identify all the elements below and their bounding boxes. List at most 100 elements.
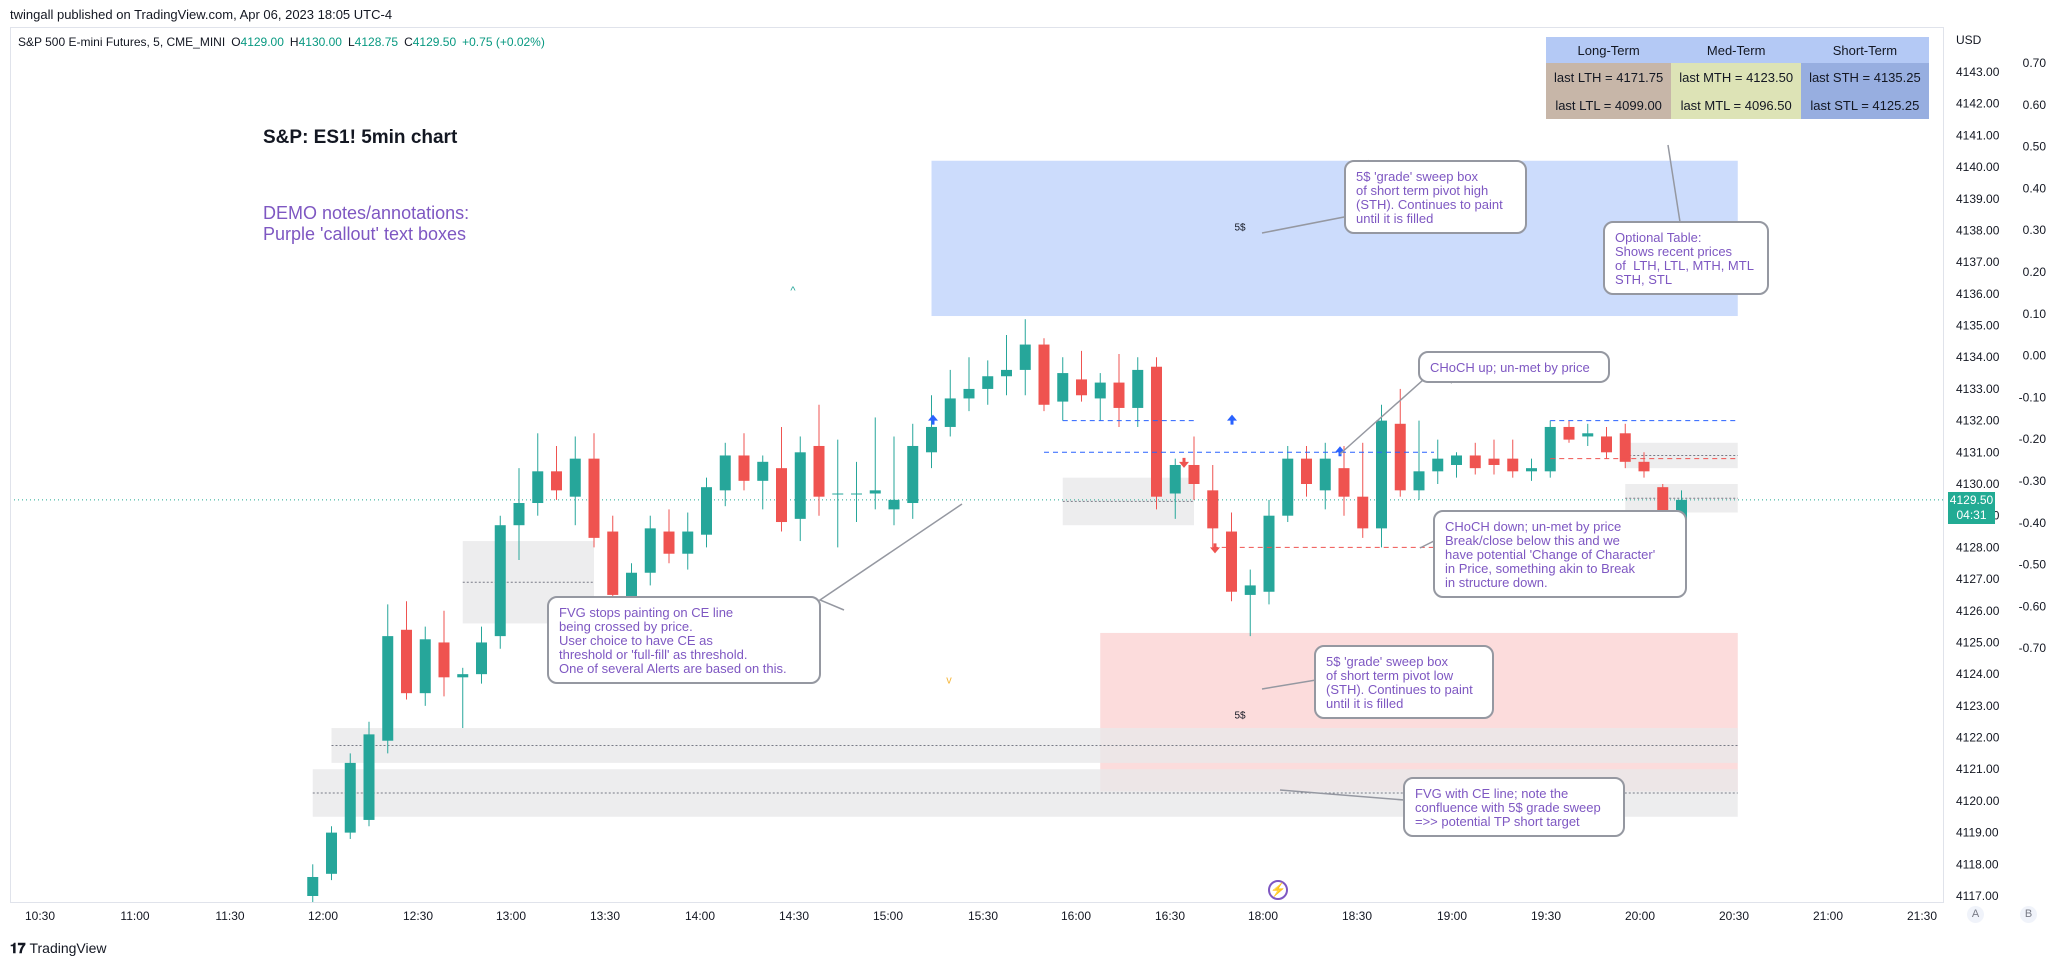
change-value: +0.75 (+0.02%) <box>462 35 545 49</box>
pivot-high-marker: ^ <box>790 285 796 297</box>
candle-body <box>888 499 900 510</box>
sweep-low-label: 5$ <box>1234 711 1246 722</box>
callout-fvg-ce[interactable]: FVG stops painting on CE line being cros… <box>547 596 821 684</box>
cell-ltl: last LTL = 4099.00 <box>1546 91 1672 119</box>
callout-sth-sweep[interactable]: 5$ 'grade' sweep box of short term pivot… <box>1344 160 1527 234</box>
cell-mtl: last MTL = 4096.50 <box>1671 91 1802 119</box>
candle-body <box>1488 458 1500 465</box>
open-value: 4129.00 <box>240 35 284 49</box>
candle-body <box>1601 436 1612 453</box>
choch-up-arrow <box>928 414 938 425</box>
candle-body <box>1019 344 1031 370</box>
candle-body <box>438 642 450 678</box>
candle-body <box>1113 382 1125 408</box>
secondary-tick-label: 0.30 <box>2023 223 2047 237</box>
callout-choch-up[interactable]: CHoCH up; un-met by price <box>1418 351 1610 383</box>
candle-body <box>738 455 750 481</box>
candle-body <box>1076 379 1087 396</box>
candle-body <box>326 832 337 874</box>
tradingview-logo[interactable]: 𝟏𝟕 TradingView <box>10 940 107 957</box>
candle-body <box>757 461 769 481</box>
price-tick-label: 4125.00 <box>1956 635 2000 649</box>
price-tick-label: 4135.00 <box>1956 319 2000 333</box>
secondary-tick-label: 0.60 <box>2023 98 2047 112</box>
callout-fvg-confluence[interactable]: FVG with CE line; note the confluence wi… <box>1403 777 1625 837</box>
candle-body <box>1301 458 1312 484</box>
pivot-table-row-highs: last LTH = 4171.75 last MTH = 4123.50 la… <box>1546 63 1929 91</box>
candle-body <box>926 426 937 453</box>
sweep-high-label: 5$ <box>1234 222 1246 233</box>
candle-body <box>382 636 394 741</box>
price-tick-label: 4127.00 <box>1956 572 2000 586</box>
candle-body <box>588 458 600 538</box>
candle-body <box>963 388 975 399</box>
callout-choch-down[interactable]: CHoCH down; un-met by price Break/close … <box>1433 510 1687 598</box>
candle-body <box>1282 458 1294 516</box>
candle-body <box>1319 458 1331 491</box>
candle-body <box>401 629 412 694</box>
open-label: O <box>231 35 241 49</box>
candle-body <box>1357 496 1369 529</box>
high-label: H <box>289 35 299 49</box>
low-value: 4128.75 <box>354 35 399 49</box>
pivot-low-marker: v <box>946 675 952 687</box>
time-tick-label: 19:00 <box>1437 909 1467 923</box>
price-tick-label: 4132.00 <box>1956 414 2000 428</box>
candle-body <box>1338 468 1350 497</box>
candle-body <box>344 762 356 833</box>
close-value: 4129.50 <box>412 35 457 49</box>
time-tick-label: 10:30 <box>25 909 55 923</box>
price-tick-label: 4124.00 <box>1956 667 2000 681</box>
price-tick-label: 4131.00 <box>1956 445 2000 459</box>
candle-body <box>532 471 544 504</box>
candle-body <box>1526 468 1537 472</box>
candle-body <box>419 639 431 694</box>
secondary-tick-label: -0.40 <box>2019 516 2047 530</box>
price-tick-label: 4141.00 <box>1956 128 2000 142</box>
header-short-term: Short-Term <box>1801 37 1929 63</box>
callout-stl-sweep[interactable]: 5$ 'grade' sweep box of short term pivot… <box>1314 645 1494 719</box>
candle-body <box>851 493 862 495</box>
price-tick-label: 4134.00 <box>1956 350 2000 364</box>
candle-body <box>1507 458 1519 472</box>
auto-scale-button[interactable]: A <box>1967 906 1984 923</box>
candle-body <box>682 531 694 554</box>
time-tick-label: 12:00 <box>308 909 338 923</box>
cell-lth: last LTH = 4171.75 <box>1546 63 1672 91</box>
log-scale-button[interactable]: B <box>2020 906 2037 923</box>
secondary-tick-label: -0.60 <box>2019 599 2047 613</box>
secondary-tick-label: -0.10 <box>2019 390 2047 404</box>
time-tick-label: 11:30 <box>215 909 244 923</box>
candle-body <box>1544 426 1556 472</box>
high-value: 4130.00 <box>298 35 342 49</box>
candle-body <box>1451 455 1462 465</box>
cell-sth: last STH = 4135.25 <box>1801 63 1929 91</box>
pivot-table: Long-Term Med-Term Short-Term last LTH =… <box>1546 37 1929 119</box>
price-tick-label: 4130.00 <box>1956 477 2000 491</box>
price-tick-label: 4123.00 <box>1956 699 2000 713</box>
symbol-legend[interactable]: S&P 500 E-mini Futures, 5, CME_MINI O4129… <box>18 35 545 49</box>
candle-body <box>1657 487 1669 519</box>
candle-body <box>551 471 562 491</box>
candle-body <box>607 531 619 595</box>
secondary-tick-label: -0.20 <box>2019 432 2047 446</box>
price-tick-label: 4137.00 <box>1956 255 2000 269</box>
last-price: 4129.50 <box>1949 493 1994 507</box>
secondary-tick-label: -0.50 <box>2019 558 2047 572</box>
demo-note: DEMO notes/annotations: Purple 'callout'… <box>263 203 470 244</box>
price-tick-label: 4128.00 <box>1956 540 2000 554</box>
time-tick-label: 18:00 <box>1248 909 1278 923</box>
alert-flash-icon[interactable]: ⚡ <box>1268 880 1288 900</box>
last-price-badge: 4129.50 04:31 <box>1948 492 1995 524</box>
price-tick-label: 4117.00 <box>1956 889 1999 903</box>
candle-body <box>1094 382 1106 399</box>
candle-body <box>476 642 487 675</box>
candle-body <box>644 528 656 573</box>
secondary-tick-label: 0.00 <box>2023 349 2047 363</box>
candle-body <box>982 376 994 389</box>
candle-body <box>1057 373 1069 402</box>
candle-body <box>1619 433 1631 462</box>
candle-body <box>1226 531 1237 592</box>
callout-table-note[interactable]: Optional Table: Shows recent prices of L… <box>1603 221 1769 295</box>
price-tick-label: 4119.00 <box>1956 826 1999 840</box>
